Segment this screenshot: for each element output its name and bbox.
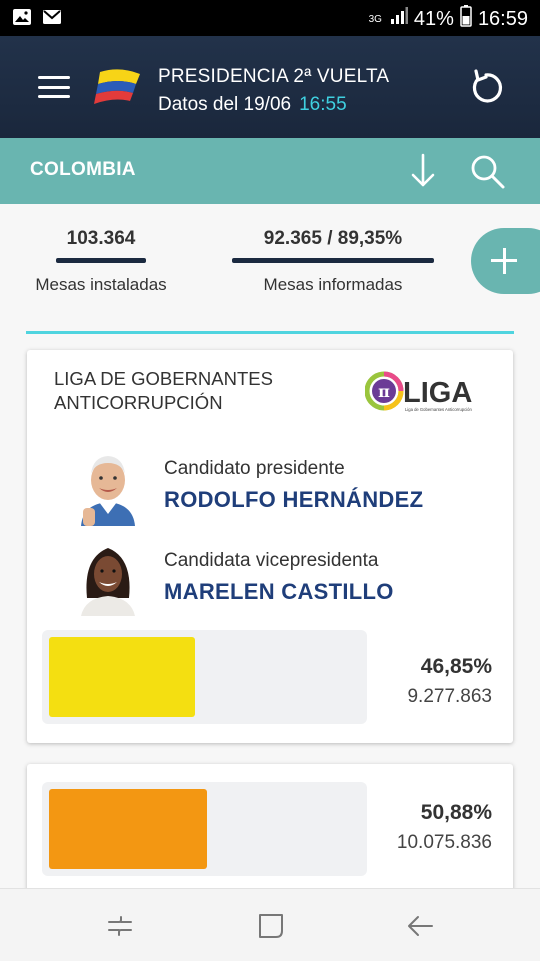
mail-icon xyxy=(42,9,62,30)
home-icon[interactable] xyxy=(256,911,286,941)
party-name: LIGA DE GOBERNANTES ANTICORRUPCIÓN xyxy=(54,368,273,413)
president-photo xyxy=(77,448,139,526)
region-bar: COLOMBIA xyxy=(0,138,540,204)
svg-text:π: π xyxy=(378,382,390,401)
reported-bar xyxy=(232,258,434,263)
vice-president-role: Candidata vicepresidenta xyxy=(164,550,379,571)
recent-apps-icon[interactable] xyxy=(105,911,135,941)
president-name: RODOLFO HERNÁNDEZ xyxy=(164,487,424,512)
status-bar: 3G 41% 16:59 xyxy=(0,0,540,36)
reported-label: Mesas informadas xyxy=(263,275,403,294)
refresh-icon[interactable] xyxy=(466,68,506,108)
candidate-card[interactable]: 50,88% 10.075.836 xyxy=(27,764,513,888)
stat-installed: 103.364 Mesas instaladas xyxy=(20,228,182,295)
download-arrow-icon[interactable] xyxy=(408,152,438,190)
candidate-card[interactable]: LIGA DE GOBERNANTES ANTICORRUPCIÓN π LIG… xyxy=(27,350,513,743)
svg-text:LIGA: LIGA xyxy=(403,377,472,409)
colombia-flag-logo xyxy=(94,69,140,104)
installed-label: Mesas instaladas xyxy=(35,275,167,294)
update-time: 16:55 xyxy=(299,94,347,115)
network-type: 3G xyxy=(368,13,382,25)
app-header: PRESIDENCIA 2ª VUELTA Datos del 19/06 16:… xyxy=(0,36,540,138)
reported-value: 92.365 / 89,35% xyxy=(263,228,403,249)
vote-bar-track xyxy=(42,782,367,876)
vote-count: 9.277.863 xyxy=(407,686,492,707)
vote-bar-fill xyxy=(49,789,207,869)
region-selector[interactable]: COLOMBIA xyxy=(30,159,136,180)
menu-icon[interactable] xyxy=(38,76,70,98)
data-date: Datos del 19/06 16:55 xyxy=(158,94,347,116)
vote-bar-fill xyxy=(49,637,195,717)
installed-bar xyxy=(56,258,146,263)
page-title: PRESIDENCIA 2ª VUELTA xyxy=(158,66,390,87)
search-icon[interactable] xyxy=(468,152,508,192)
battery-percent: 41% xyxy=(413,7,454,30)
liga-party-logo: π LIGA Liga de Gobernantes Anticorrupció… xyxy=(365,371,472,412)
stat-reported: 92.365 / 89,35% Mesas informadas xyxy=(228,228,438,295)
vote-bar-track xyxy=(42,630,367,724)
signal-icon xyxy=(390,7,408,31)
results-content[interactable]: 103.364 Mesas instaladas 92.365 / 89,35%… xyxy=(0,204,540,888)
back-icon[interactable] xyxy=(406,911,436,941)
plus-icon[interactable] xyxy=(471,228,540,294)
image-icon xyxy=(12,8,32,31)
battery-icon xyxy=(460,5,472,33)
svg-text:Liga de Gobernantes Anticorrup: Liga de Gobernantes Anticorrupción xyxy=(405,407,472,412)
status-time: 16:59 xyxy=(477,7,528,30)
vote-count: 10.075.836 xyxy=(396,832,492,853)
divider xyxy=(26,331,514,334)
date-label: Datos del 19/06 xyxy=(158,94,292,115)
vice-president-photo xyxy=(77,538,139,616)
vice-president-name: MARELEN CASTILLO xyxy=(164,579,394,604)
installed-value: 103.364 xyxy=(66,228,136,249)
vote-percent: 50,88% xyxy=(420,801,492,824)
vote-percent: 46,85% xyxy=(420,655,492,678)
president-role: Candidato presidente xyxy=(164,458,345,479)
system-nav-bar xyxy=(0,888,540,961)
